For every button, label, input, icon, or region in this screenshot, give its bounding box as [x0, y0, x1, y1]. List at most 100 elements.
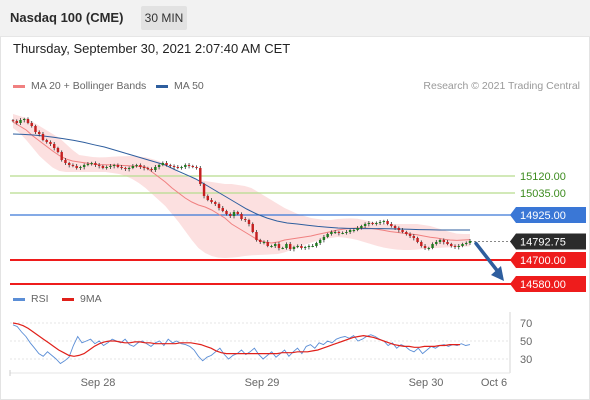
- candle-body: [109, 166, 112, 167]
- candle-body: [371, 223, 374, 224]
- candle-body: [303, 247, 307, 248]
- candle-body: [333, 232, 337, 233]
- ma50-line: [12, 133, 470, 231]
- candle-body: [277, 244, 281, 248]
- level-tag-14580: [510, 276, 586, 292]
- level-label-14580: 14580.00: [520, 279, 566, 291]
- rsi-ma-swatch: [62, 297, 74, 301]
- candle-body: [135, 165, 138, 166]
- candle-body: [352, 230, 356, 231]
- candle-body: [38, 132, 41, 134]
- candle-body: [229, 214, 232, 216]
- candle-body: [139, 165, 142, 167]
- candle-body: [11, 120, 15, 122]
- candle-body: [206, 196, 210, 200]
- candle-body: [259, 240, 262, 242]
- legend-rsi-ma: 9MA: [62, 293, 102, 305]
- candle-body: [453, 246, 457, 247]
- candle-body: [75, 166, 78, 168]
- candle-body: [412, 236, 416, 238]
- candle-body: [161, 163, 165, 165]
- candle-body: [288, 244, 292, 249]
- level-label-15035: 15035.00: [520, 188, 566, 200]
- candle-body: [187, 165, 191, 166]
- candle-body: [142, 167, 146, 168]
- legend-ma50: MA 50: [156, 80, 204, 92]
- candle-body: [438, 240, 442, 242]
- candle-body: [56, 148, 60, 152]
- candle-body: [180, 167, 183, 168]
- instrument-title: Nasdaq 100 (CME): [10, 10, 124, 25]
- last-price-label: 14792.75: [520, 236, 566, 248]
- candle-body: [446, 242, 449, 244]
- rsi-tick-label: 70: [520, 318, 532, 330]
- candle-body: [101, 166, 105, 168]
- candle-body: [191, 166, 195, 167]
- level-tag-14700: [510, 252, 586, 268]
- legend-rsi: RSI: [13, 293, 49, 305]
- x-tick-label: Oct 6: [481, 377, 507, 389]
- candle-body: [322, 237, 326, 240]
- candle-body: [285, 244, 288, 248]
- candle-body: [146, 168, 150, 169]
- legend-rsi-label: RSI: [31, 293, 49, 305]
- candle-body: [292, 247, 296, 249]
- candle-body: [64, 160, 67, 163]
- candle-body: [345, 232, 348, 233]
- candle-body: [217, 204, 221, 208]
- candle-body: [341, 233, 344, 234]
- candle-body: [318, 240, 322, 243]
- candle-body: [176, 167, 180, 168]
- candle-body: [210, 200, 213, 202]
- candle-body: [375, 223, 378, 224]
- candle-body: [221, 208, 224, 211]
- rsi-tick-label: 50: [520, 336, 532, 348]
- candle-body: [311, 246, 314, 247]
- research-credit: Research © 2021 Trading Central: [423, 80, 580, 92]
- candle-body: [71, 165, 75, 166]
- candle-body: [382, 221, 386, 222]
- candle-body: [15, 121, 18, 123]
- candle-body: [393, 226, 397, 228]
- candle-body: [67, 163, 71, 165]
- candle-body: [386, 221, 389, 224]
- candle-body: [408, 234, 412, 236]
- interval-button[interactable]: 30 MIN: [141, 6, 187, 30]
- ma20-line: [12, 121, 471, 244]
- last-price-tag: [510, 233, 586, 250]
- bollinger-band: [13, 114, 470, 258]
- candle-body: [86, 164, 90, 165]
- candle-body: [240, 214, 243, 219]
- candle-body: [112, 165, 116, 166]
- candle-body: [124, 168, 127, 169]
- candle-body: [90, 163, 93, 164]
- candle-body: [431, 244, 434, 248]
- candle-body: [401, 230, 404, 232]
- candle-body: [232, 212, 236, 216]
- candle-body: [367, 223, 371, 224]
- candle-body: [214, 202, 217, 204]
- candle-body: [97, 165, 101, 166]
- rsi-swatch: [13, 297, 25, 301]
- level-label-14925: 14925.00: [520, 210, 566, 222]
- candle-body: [34, 126, 37, 132]
- candle-body: [172, 166, 176, 167]
- candle-body: [420, 242, 423, 246]
- candle-body: [94, 163, 97, 165]
- candle-body: [360, 226, 363, 228]
- candle-body: [19, 120, 22, 123]
- candle-body: [427, 248, 431, 249]
- candle-body: [127, 168, 131, 169]
- candle-body: [52, 144, 56, 148]
- candle-body: [150, 169, 153, 170]
- candle-body: [105, 167, 108, 168]
- candle-body: [41, 134, 45, 140]
- candle-body: [378, 222, 382, 223]
- candle-body: [45, 140, 48, 142]
- bollinger-swatch: [13, 84, 25, 88]
- candle-body: [244, 219, 247, 220]
- candle-body: [79, 167, 82, 168]
- candle-body: [30, 123, 33, 126]
- candle-body: [442, 240, 445, 242]
- candle-body: [405, 232, 408, 234]
